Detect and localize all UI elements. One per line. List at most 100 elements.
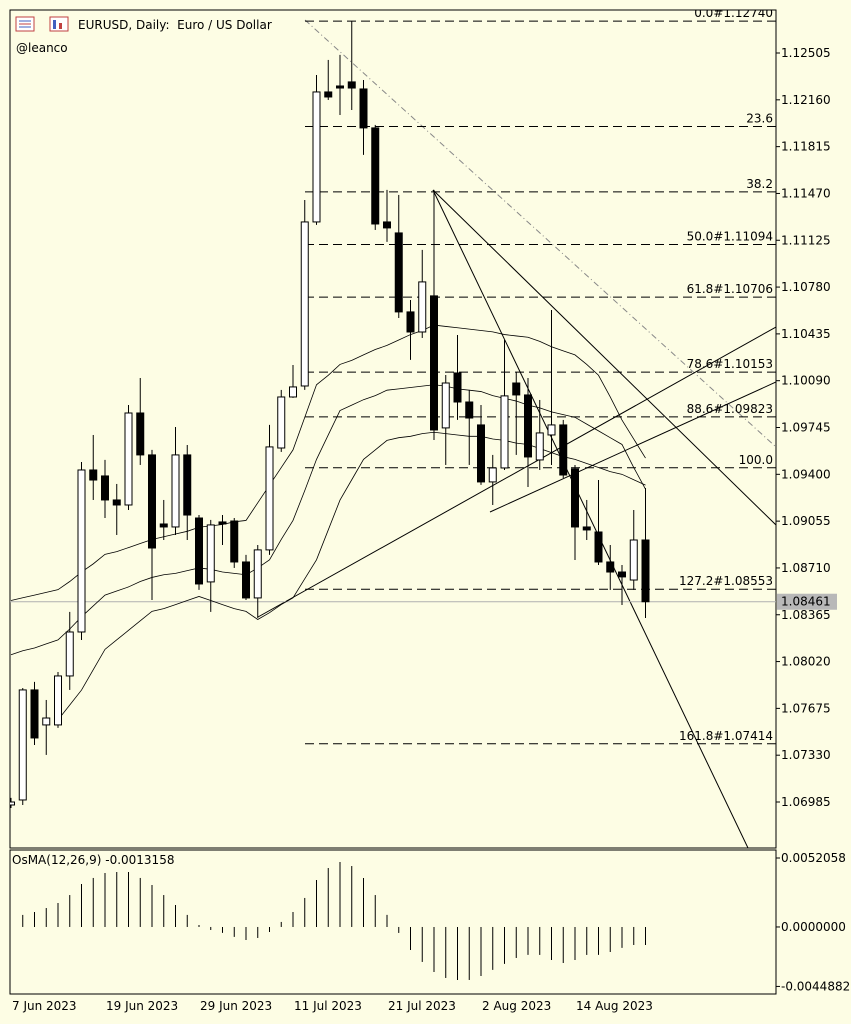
- x-tick-label: 7 Jun 2023: [12, 999, 77, 1013]
- candle-body: [418, 281, 427, 333]
- y-tick-label: -0.0044882: [781, 979, 850, 993]
- main-frame: [9, 9, 777, 849]
- candle-body: [77, 469, 86, 633]
- fib-label: 78.6#1.10153: [687, 357, 773, 371]
- candle-body: [324, 91, 333, 98]
- y-tick-label: 1.08710: [781, 561, 831, 575]
- author: @leanco: [16, 41, 68, 55]
- candle-body: [277, 396, 286, 449]
- candle-body: [30, 689, 39, 739]
- candle-body: [347, 81, 356, 89]
- x-tick-label: 2 Aug 2023: [482, 999, 551, 1013]
- candle-body: [559, 424, 568, 476]
- candle-body: [124, 412, 133, 506]
- candle-body: [54, 675, 62, 726]
- candle-body: [406, 311, 415, 333]
- y-tick-label: 0.0000000: [781, 920, 846, 934]
- candle-body: [300, 221, 309, 387]
- y-tick-label: 0.0052058: [781, 851, 846, 865]
- trendline: [257, 326, 776, 618]
- y-tick-label: 1.09055: [781, 514, 831, 528]
- candle-body: [465, 401, 474, 419]
- fib-label: 61.8#1.10706: [687, 282, 773, 296]
- fib-label: 100.0: [739, 453, 773, 467]
- osc-title: OsMA(12,26,9) -0.0013158: [12, 853, 174, 867]
- symbol-title: EURUSD, Daily: Euro / US Dollar: [78, 18, 272, 32]
- candle-body: [195, 517, 203, 585]
- trendline: [432, 189, 776, 526]
- x-tick-label: 11 Jul 2023: [294, 999, 362, 1013]
- y-tick-label: 1.08020: [781, 655, 831, 669]
- y-tick-label: 1.11125: [781, 233, 831, 247]
- y-tick-label: 1.08365: [781, 608, 831, 622]
- candle-body: [535, 432, 544, 461]
- candle-body: [606, 561, 615, 573]
- fib-label: 38.2: [746, 177, 773, 191]
- candle-body: [641, 539, 650, 603]
- y-tick-label: 1.09745: [781, 421, 831, 435]
- candle-body: [183, 454, 192, 516]
- y-tick-label: 1.11470: [781, 186, 831, 200]
- candle-body: [242, 561, 250, 599]
- candle-body: [512, 382, 521, 396]
- y-tick-label: 1.10780: [781, 280, 831, 294]
- y-tick-label: 1.07330: [781, 748, 831, 762]
- y-tick-label: 1.10435: [781, 327, 831, 341]
- candle-body: [171, 454, 180, 528]
- indicator-line: [10, 324, 646, 601]
- fib-label: 127.2#1.08553: [679, 574, 773, 588]
- candle-body: [453, 372, 462, 403]
- candle-body: [582, 526, 591, 531]
- candle-body: [430, 295, 438, 431]
- x-tick-label: 14 Aug 2023: [576, 999, 653, 1013]
- candle-body: [383, 221, 391, 229]
- header: EURUSD, Daily: Euro / US Dollar @leanco: [15, 16, 272, 55]
- trendline: [489, 381, 776, 513]
- fib-label: 88.6#1.09823: [687, 402, 773, 416]
- candle-body: [477, 424, 485, 483]
- y-tick-label: 1.10090: [781, 374, 831, 388]
- candle-body: [10, 801, 15, 806]
- y-tick-label: 1.06985: [781, 795, 831, 809]
- candle-body: [500, 395, 509, 469]
- icon-bar: [59, 23, 62, 29]
- candle-body: [265, 446, 274, 551]
- fib-label: 0.0#1.12740: [694, 6, 773, 20]
- fib-label: 23.6: [746, 112, 773, 126]
- candle-body: [112, 499, 121, 506]
- candle-body: [101, 475, 109, 501]
- candle-body: [65, 631, 74, 677]
- x-tick-label: 19 Jun 2023: [106, 999, 178, 1013]
- candle-body: [336, 85, 344, 89]
- candle-body: [441, 382, 450, 429]
- y-tick-label: 1.12505: [781, 46, 831, 60]
- axis-layer: 1.12505 1.12160 1.11815 1.11470 1.11125 1.107…: [12, 46, 850, 1013]
- x-tick-label: 21 Jul 2023: [388, 999, 456, 1013]
- icon-bar: [53, 20, 56, 29]
- candle-body: [371, 127, 380, 225]
- current-price-box: [777, 593, 837, 610]
- candle-body: [42, 717, 51, 726]
- osc-frame: [9, 849, 777, 995]
- candle-body: [89, 469, 98, 481]
- trendline: [304, 19, 776, 448]
- drawings: [257, 19, 776, 848]
- trendline: [432, 189, 749, 848]
- y-tick-label: 1.09400: [781, 467, 831, 481]
- y-tick-label: 1.11815: [781, 140, 831, 154]
- y-tick-label: 1.07675: [781, 701, 831, 715]
- candle-body: [571, 468, 579, 528]
- candle-body: [159, 523, 168, 528]
- fib-label: 50.0#1.11094: [687, 229, 773, 243]
- candle-body: [394, 232, 403, 313]
- candle-body: [629, 539, 638, 581]
- candle-body: [148, 454, 156, 549]
- osc-layer: [22, 862, 646, 980]
- candle-body: [547, 424, 556, 436]
- current-price-label: 1.08461: [781, 595, 831, 609]
- candle-body: [218, 521, 227, 525]
- candle-body: [206, 524, 215, 583]
- candle-body: [230, 520, 239, 563]
